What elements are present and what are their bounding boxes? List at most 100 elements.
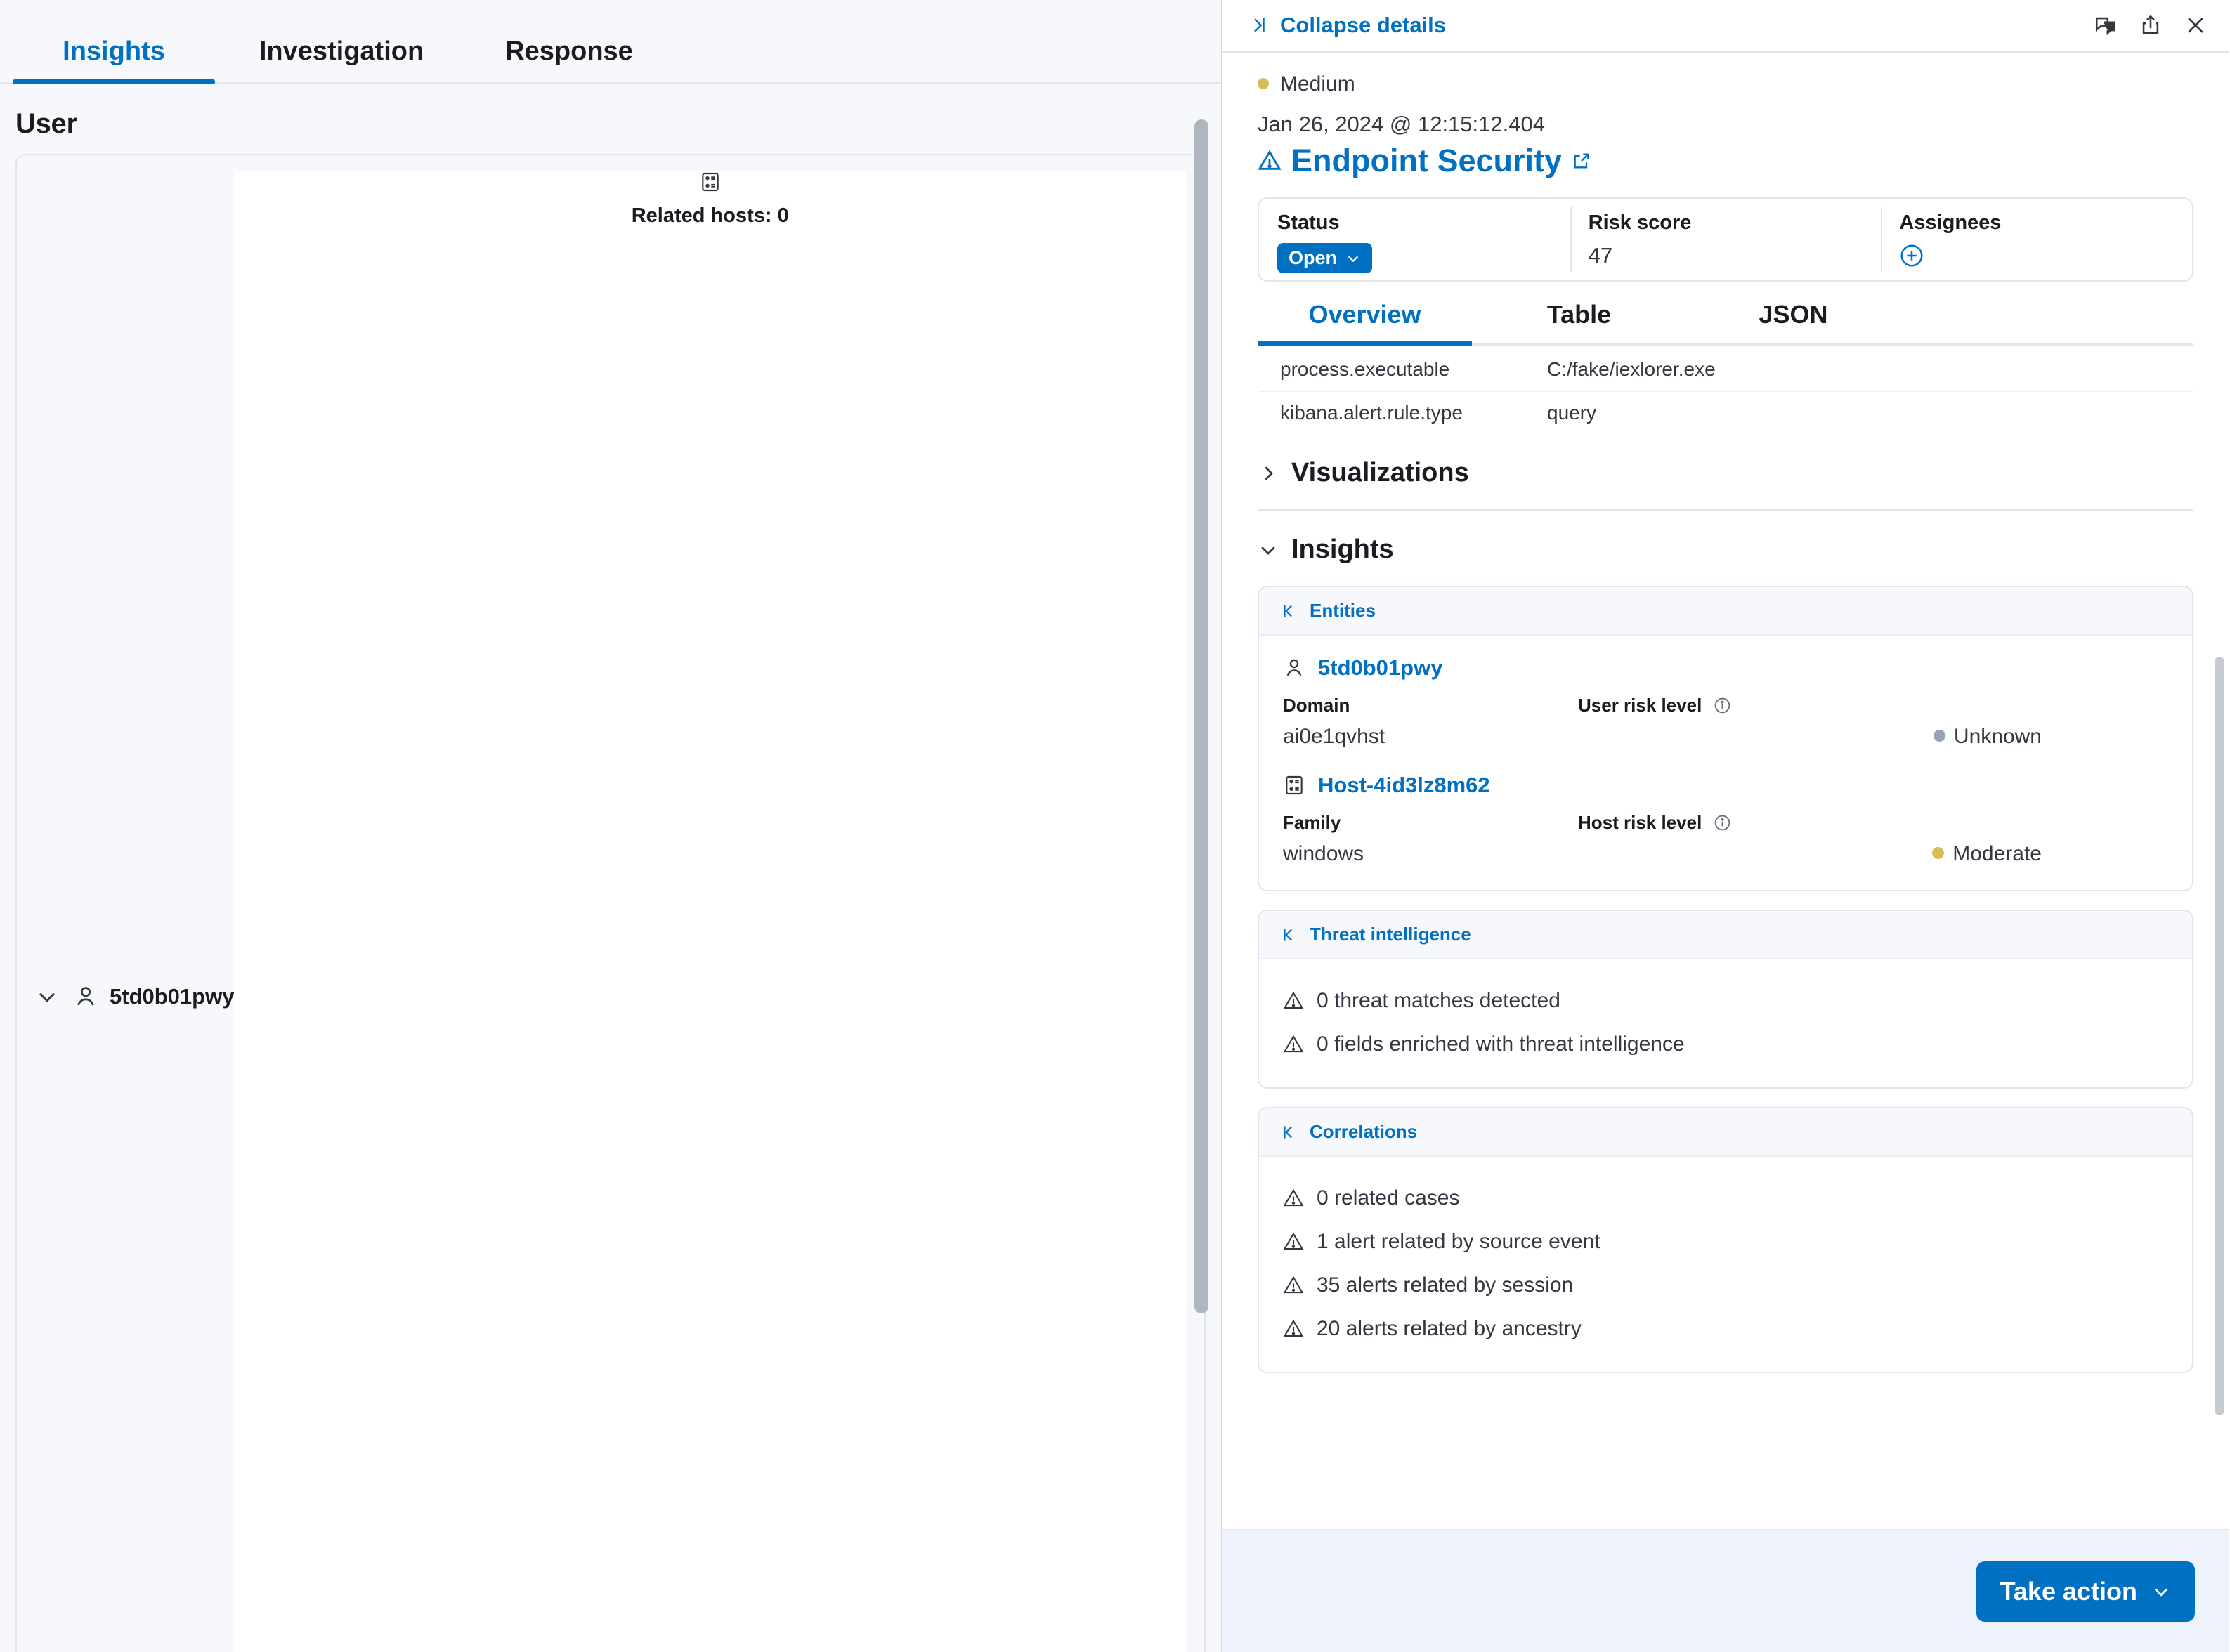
- chevron-down-icon: [1348, 255, 1359, 262]
- assignees-cell: Assignees: [1881, 199, 2192, 280]
- list-item[interactable]: 20 alerts related by ancestry: [1283, 1307, 2168, 1351]
- info-icon[interactable]: [1714, 697, 1731, 714]
- field-label: Family: [1283, 812, 1341, 833]
- list-item-label: 0 fields enriched with threat intelligen…: [1317, 1032, 1685, 1056]
- risk-score-value: 47: [1588, 243, 1613, 268]
- tab-table[interactable]: Table: [1546, 300, 1612, 329]
- alert-summary: Medium Jan 26, 2024 @ 12:15:12.404 Endpo…: [1222, 53, 2229, 434]
- tab-overview[interactable]: Overview: [1258, 300, 1472, 346]
- correlations-panel-header[interactable]: Correlations: [1259, 1108, 2192, 1157]
- risk-level-dot: [1933, 730, 1945, 742]
- tab-response[interactable]: Response: [505, 37, 633, 66]
- list-item[interactable]: 0 related cases: [1283, 1176, 2168, 1220]
- entities-panel-title: Entities: [1310, 600, 1376, 621]
- warning-icon: [1283, 1232, 1304, 1250]
- field-key: kibana.alert.rule.type: [1280, 402, 1463, 424]
- user-icon: [77, 987, 94, 1006]
- tab-investigation[interactable]: Investigation: [259, 37, 424, 66]
- comment-icon[interactable]: [2094, 13, 2118, 37]
- correlations-panel: Correlations 0 related cases 1 alert rel…: [1258, 1107, 2193, 1373]
- close-icon[interactable]: [2184, 13, 2208, 37]
- field-key: process.executable: [1280, 358, 1450, 380]
- threat-intelligence-panel-header[interactable]: Threat intelligence: [1259, 911, 2192, 959]
- entity-user-risk: User risk level Unknown: [1578, 695, 2168, 749]
- entity-user-domain: Domain ai0e1qvhst: [1283, 695, 1578, 749]
- status-cell: Status Open: [1259, 199, 1570, 280]
- chevron-right-icon: [1265, 466, 1273, 480]
- entity-user-link[interactable]: 5td0b01pwy: [1283, 655, 2168, 681]
- list-item[interactable]: 35 alerts related by session: [1283, 1264, 2168, 1307]
- severity-badge: Medium: [1258, 72, 2193, 96]
- add-assignee-button[interactable]: [1899, 243, 1924, 268]
- table-row: process.executable C:/fake/iexlorer.exe: [1258, 348, 2193, 392]
- alert-status-bar: Status Open Risk score 47 Assignees: [1258, 197, 2193, 282]
- list-item[interactable]: 0 fields enriched with threat intelligen…: [1283, 1023, 2168, 1066]
- rule-name-text: Endpoint Security: [1291, 143, 1563, 178]
- details-header: Collapse details: [1222, 0, 2229, 53]
- rule-name-link[interactable]: Endpoint Security: [1258, 143, 2193, 179]
- visualizations-section-toggle[interactable]: Visualizations: [1258, 434, 2193, 511]
- list-item[interactable]: 0 threat matches detected: [1283, 979, 2168, 1023]
- field-label: Domain: [1283, 695, 1350, 716]
- field-label: User risk level: [1578, 695, 2168, 716]
- details-tab-bar: Overview Table JSON: [1258, 300, 2193, 346]
- risk-score-label: Risk score: [1588, 211, 1692, 234]
- expand-left-icon: [1284, 604, 1293, 617]
- insights-label: Insights: [1291, 535, 1394, 564]
- collapse-details-button[interactable]: Collapse details: [1248, 13, 1446, 38]
- field-value: windows: [1283, 842, 1364, 865]
- entity-user-name: 5td0b01pwy: [1318, 655, 1443, 680]
- chevron-down-icon: [1261, 546, 1275, 555]
- field-label-text: User risk level: [1578, 695, 1702, 716]
- severity-label: Medium: [1280, 72, 1355, 96]
- chevron-down-icon[interactable]: [35, 985, 59, 1009]
- right-pane-scrollbar[interactable]: [2215, 657, 2224, 1415]
- entity-host-family: Family windows: [1283, 812, 1578, 866]
- take-action-button[interactable]: Take action: [1976, 1561, 2195, 1622]
- field-label-text: Host risk level: [1578, 812, 1702, 833]
- status-dropdown[interactable]: Open: [1277, 243, 1373, 273]
- warning-icon: [1283, 1276, 1304, 1294]
- tab-json[interactable]: JSON: [1759, 300, 1828, 329]
- list-item-label: 1 alert related by source event: [1317, 1230, 1600, 1253]
- risk-score-cell: Risk score 47: [1570, 199, 1882, 280]
- entities-panel: Entities 5td0b01pwy Domain ai0e1qvhst: [1258, 586, 2193, 891]
- entities-panel-header[interactable]: Entities: [1259, 587, 2192, 636]
- user-entity-name: 5td0b01pwy: [110, 984, 235, 1009]
- host-icon: [701, 172, 719, 192]
- chevron-down-icon: [2154, 1588, 2168, 1597]
- entities-panel-body: 5td0b01pwy Domain ai0e1qvhst User risk l…: [1259, 636, 2192, 890]
- user-card-header[interactable]: 5td0b01pwy Related hosts: 0: [17, 155, 1204, 1652]
- correlations-panel-title: Correlations: [1310, 1121, 1418, 1142]
- list-item-label: 35 alerts related by session: [1317, 1273, 1574, 1297]
- take-action-label: Take action: [2000, 1576, 2137, 1606]
- correlations-panel-body: 0 related cases 1 alert related by sourc…: [1259, 1157, 2192, 1372]
- field-value: Moderate: [1578, 842, 2168, 866]
- details-accordions: Visualizations Insights Entities: [1222, 434, 2229, 1373]
- left-pane: Insights Investigation Response User 5td…: [0, 0, 1222, 1652]
- warning-icon: [1283, 1188, 1304, 1207]
- info-icon[interactable]: [1714, 814, 1731, 832]
- tab-insights[interactable]: Insights: [0, 37, 228, 84]
- highlighted-fields-table: process.executable C:/fake/iexlorer.exe …: [1258, 348, 2193, 434]
- user-card: 5td0b01pwy Related hosts: 0 User informa…: [15, 154, 1206, 1652]
- share-icon[interactable]: [2139, 13, 2163, 37]
- severity-dot: [1258, 78, 1269, 89]
- risk-level-dot: [1932, 847, 1945, 860]
- user-icon: [1286, 659, 1302, 676]
- left-pane-scrollbar[interactable]: [1194, 119, 1208, 1313]
- entity-host-link[interactable]: Host-4id3lz8m62: [1283, 773, 2168, 798]
- external-link-icon[interactable]: [1572, 151, 1591, 171]
- related-hosts-count: Related hosts: 0: [631, 204, 789, 227]
- threat-intelligence-panel: Threat intelligence 0 threat matches det…: [1258, 910, 2193, 1089]
- insights-section-toggle[interactable]: Insights: [1258, 511, 2193, 586]
- user-related-hosts: Related hosts: 0: [234, 171, 1186, 1652]
- user-section-heading: User: [15, 108, 77, 139]
- warning-icon: [1283, 991, 1304, 1009]
- entity-user-details: Domain ai0e1qvhst User risk level Unknow…: [1283, 695, 2168, 749]
- expand-left-icon: [1284, 928, 1293, 941]
- list-item-label: 0 threat matches detected: [1317, 989, 1560, 1012]
- assignees-label: Assignees: [1899, 211, 2002, 234]
- list-item[interactable]: 1 alert related by source event: [1283, 1220, 2168, 1264]
